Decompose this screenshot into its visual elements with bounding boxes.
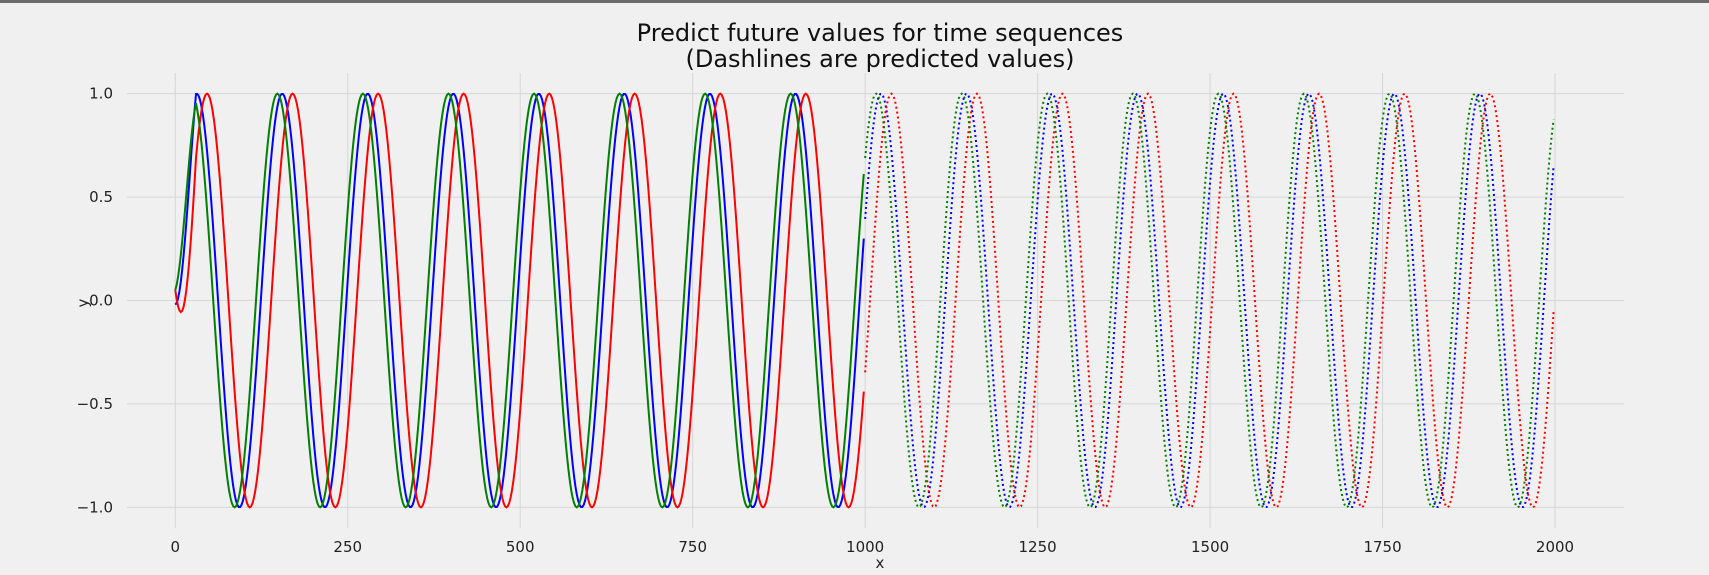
- series-line-predicted: [864, 92, 1555, 509]
- y-axis-label: y: [74, 298, 92, 307]
- x-tick-label: 500: [506, 538, 535, 556]
- series-line-observed: [174, 92, 865, 509]
- y-tick-label: −1.0: [77, 498, 113, 516]
- window-top-border: [0, 0, 1709, 3]
- tick-labels: 0 250 500 750 1000 1250 1500 1750 2000 1.0 0.5 0.0 −…: [77, 85, 1575, 556]
- series-lines: [174, 92, 1555, 509]
- series-line-observed: [174, 92, 865, 509]
- series-line-predicted: [864, 92, 1555, 509]
- y-tick-label: 1.0: [89, 85, 113, 103]
- x-tick-label: 1750: [1363, 538, 1401, 556]
- x-tick-label: 0: [171, 538, 181, 556]
- x-tick-label: 1000: [846, 538, 884, 556]
- x-tick-label: 1500: [1191, 538, 1229, 556]
- x-tick-label: 1250: [1019, 538, 1057, 556]
- x-axis-label: x: [876, 554, 885, 572]
- x-tick-label: 750: [678, 538, 707, 556]
- series-line-observed: [174, 92, 865, 509]
- y-tick-label: 0.0: [89, 292, 113, 310]
- x-tick-label: 2000: [1536, 538, 1574, 556]
- chart-title-line-2: (Dashlines are predicted values): [685, 45, 1074, 73]
- x-tick-label: 250: [333, 538, 362, 556]
- y-tick-label: −0.5: [77, 395, 113, 413]
- chart-title-line-1: Predict future values for time sequences: [637, 19, 1124, 47]
- series-line-predicted: [864, 92, 1555, 509]
- y-tick-label: 0.5: [89, 188, 113, 206]
